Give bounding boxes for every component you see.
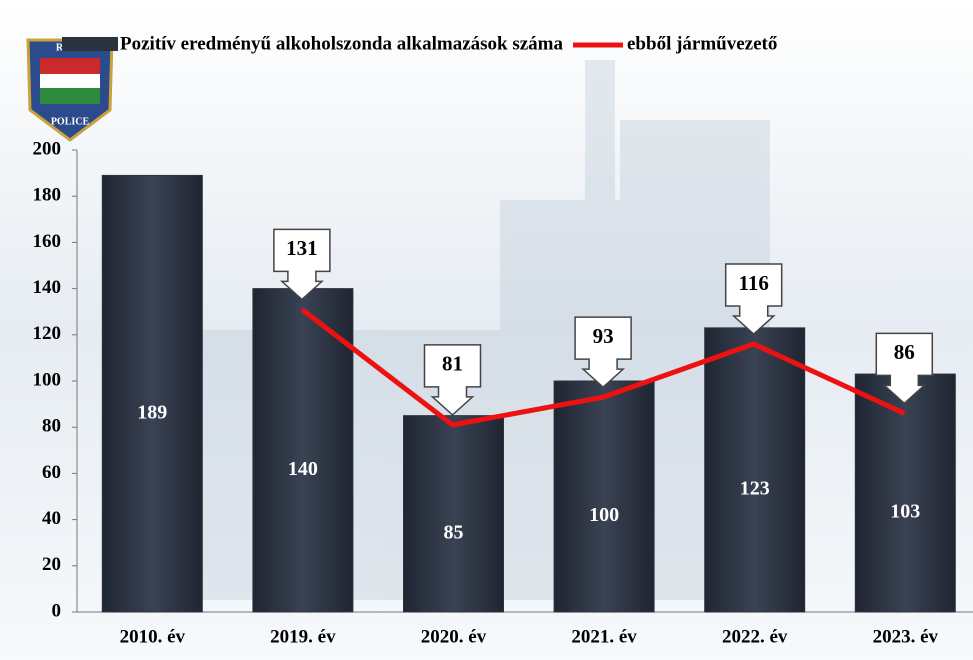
- line-value-label: 86: [894, 340, 915, 364]
- bar-value-label: 123: [740, 478, 770, 500]
- line: [300, 307, 906, 428]
- bar: [403, 415, 504, 613]
- x-tick-label: 2020. év: [421, 626, 487, 647]
- callout: [875, 332, 934, 405]
- bar-value-label: 85: [444, 521, 464, 543]
- logo-text: POLICE: [51, 116, 90, 127]
- callout: [273, 228, 331, 301]
- legend-label: ebből járművezető: [627, 33, 777, 54]
- callout: [724, 263, 783, 336]
- y-tick-label: 200: [33, 138, 62, 159]
- y-tick-label: 60: [42, 462, 61, 483]
- legend: Pozitív eredményű alkoholszonda alkalmaz…: [62, 33, 777, 54]
- callout: [574, 316, 632, 389]
- x-tick-label: 2021. év: [571, 626, 637, 647]
- y-tick-label: 160: [33, 231, 62, 252]
- bar: [252, 288, 354, 613]
- legend-label: Pozitív eredményű alkoholszonda alkalmaz…: [120, 33, 563, 54]
- bar-value-label: 103: [890, 501, 920, 523]
- x-tick-label: 2023. év: [873, 626, 939, 647]
- y-tick-label: 20: [42, 554, 61, 575]
- y-tick-label: 140: [33, 277, 62, 298]
- bar: [553, 380, 655, 613]
- bar: [704, 327, 806, 613]
- y-tick-label: 80: [42, 416, 61, 437]
- line-value-label: 81: [442, 352, 463, 376]
- legend-swatch: [62, 37, 118, 51]
- bar-value-label: 189: [137, 401, 167, 423]
- bar-value-label: 100: [589, 504, 619, 526]
- x-tick-label: 2022. év: [722, 626, 788, 647]
- y-tick-label: 40: [42, 508, 61, 529]
- line-value-label: 93: [593, 324, 614, 348]
- bar: [854, 373, 956, 613]
- line-value-label: 116: [739, 271, 769, 295]
- bar: [101, 174, 203, 613]
- y-tick-label: 180: [33, 185, 62, 206]
- x-tick-label: 2010. év: [120, 626, 186, 647]
- y-tick-label: 120: [33, 323, 62, 344]
- line-value-label: 131: [286, 236, 318, 260]
- x-tick-label: 2019. év: [270, 626, 336, 647]
- bar-value-label: 140: [288, 458, 318, 480]
- y-tick-label: 0: [52, 600, 62, 621]
- y-tick-label: 100: [33, 369, 62, 390]
- callout: [423, 344, 482, 416]
